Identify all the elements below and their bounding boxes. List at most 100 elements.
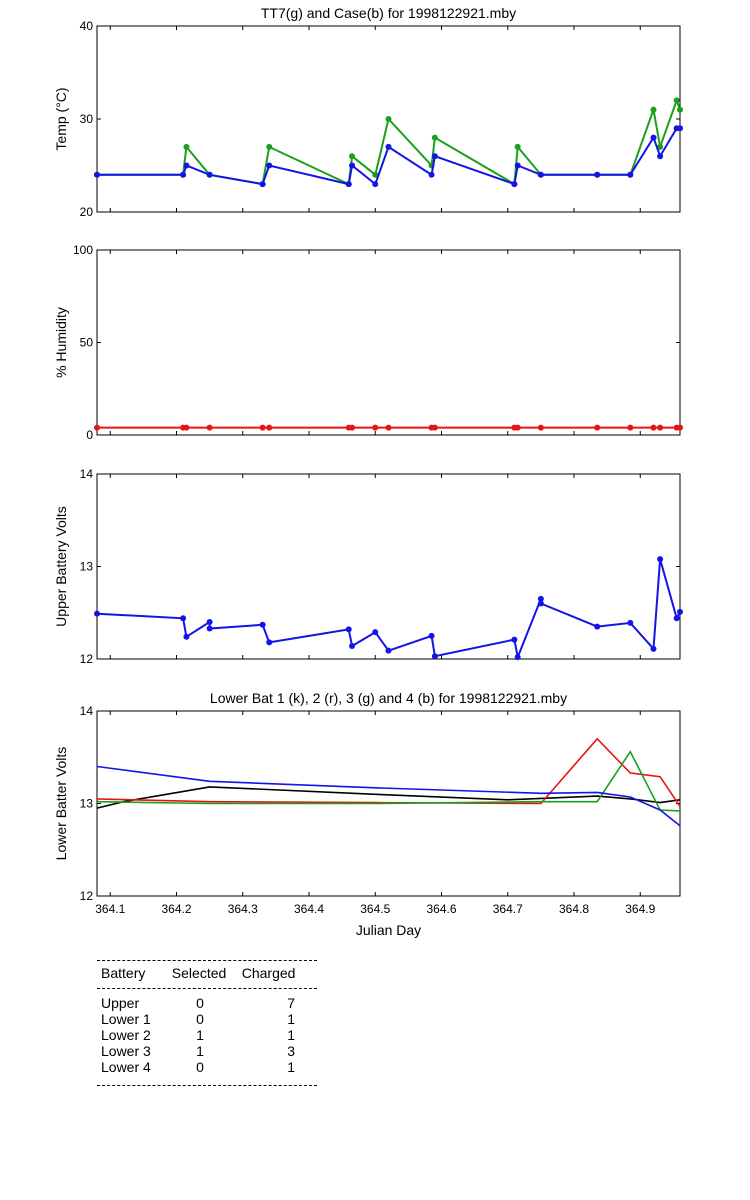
- y-tick-label: 13: [80, 797, 94, 811]
- data-point: [511, 181, 518, 188]
- table-row: Upper 0 7: [97, 995, 317, 1011]
- data-point: [657, 556, 664, 563]
- data-point: [657, 424, 664, 431]
- x-tick-label: 364.9: [625, 902, 655, 916]
- data-point: [431, 153, 438, 160]
- data-point: [183, 143, 190, 150]
- data-point: [183, 633, 190, 640]
- data-point: [650, 106, 657, 113]
- x-tick-label: 364.4: [294, 902, 324, 916]
- data-point: [514, 654, 521, 661]
- battery-selected: 0: [196, 1059, 204, 1075]
- data-point: [673, 615, 680, 622]
- x-tick-label: 364.3: [228, 902, 258, 916]
- chart-title: TT7(g) and Case(b) for 1998122921.mby: [261, 5, 516, 21]
- battery-charged: 1: [287, 1059, 295, 1075]
- y-tick-label: 50: [80, 336, 94, 350]
- data-point: [259, 424, 266, 431]
- data-point: [650, 424, 657, 431]
- battery-selected: 0: [196, 1011, 204, 1027]
- y-tick-label: 100: [73, 243, 93, 257]
- header-selected: Selected: [171, 965, 227, 981]
- data-point: [349, 643, 356, 650]
- data-point: [627, 171, 634, 178]
- data-point: [431, 424, 438, 431]
- data-point: [677, 608, 683, 615]
- battery-name: Lower 2: [101, 1027, 151, 1043]
- data-point: [514, 143, 521, 150]
- data-point: [514, 424, 521, 431]
- data-point: [594, 623, 601, 630]
- battery-charged: 7: [287, 995, 295, 1011]
- data-point: [349, 162, 356, 169]
- data-point: [428, 632, 435, 639]
- data-point: [206, 424, 213, 431]
- data-point: [206, 171, 213, 178]
- x-tick-label: 364.6: [426, 902, 456, 916]
- header-battery: Battery: [101, 965, 146, 981]
- data-point: [349, 153, 356, 160]
- chart-figure: TT7(g) and Case(b) for 1998122921.mby 20 3…: [53, 5, 683, 938]
- data-point: [677, 424, 683, 431]
- data-point: [94, 424, 100, 431]
- data-point: [259, 621, 266, 628]
- data-point: [385, 647, 392, 654]
- data-point: [180, 171, 187, 178]
- battery-selected: 0: [196, 995, 204, 1011]
- data-point: [206, 625, 213, 632]
- table-header-rule: [97, 988, 317, 989]
- data-point: [537, 600, 544, 607]
- y-tick-label: 13: [80, 560, 94, 574]
- data-point: [183, 424, 190, 431]
- table-row: Lower 3 1 3: [97, 1043, 317, 1059]
- battery-charged: 3: [287, 1043, 295, 1059]
- y-tick-label: 12: [80, 889, 94, 903]
- data-point: [677, 106, 683, 113]
- x-tick-label: 364.2: [161, 902, 191, 916]
- y-tick-label: 20: [80, 205, 94, 219]
- data-point: [385, 424, 392, 431]
- data-point: [94, 171, 100, 178]
- table-row: Lower 1 0 1: [97, 1011, 317, 1027]
- data-point: [431, 653, 438, 660]
- x-tick-label: 364.5: [360, 902, 390, 916]
- series-line: [96, 750, 681, 812]
- data-point: [94, 610, 100, 617]
- y-tick-label: 12: [80, 652, 94, 666]
- data-point: [627, 424, 634, 431]
- battery-name: Lower 1: [101, 1011, 151, 1027]
- battery-summary-table: Battery Selected Charged Upper 0 7 Lower…: [97, 960, 317, 1086]
- data-point: [537, 424, 544, 431]
- plot-frame: [96, 249, 681, 436]
- data-point: [511, 636, 518, 643]
- data-point: [514, 162, 521, 169]
- battery-selected: 1: [196, 1027, 204, 1043]
- y-tick-label: 30: [80, 112, 94, 126]
- data-point: [594, 424, 601, 431]
- series-line: [96, 737, 681, 807]
- series-line: [96, 786, 681, 809]
- y-axis-title: Upper Battery Volts: [53, 506, 69, 627]
- y-tick-label: 0: [86, 428, 93, 442]
- data-point: [266, 162, 273, 169]
- header-charged: Charged: [241, 965, 296, 981]
- data-point: [385, 143, 392, 150]
- data-point: [266, 143, 273, 150]
- data-point: [372, 171, 379, 178]
- data-point: [345, 181, 352, 188]
- data-point: [537, 595, 544, 602]
- data-point: [537, 171, 544, 178]
- data-point: [385, 116, 392, 122]
- data-point: [677, 125, 683, 132]
- data-point: [345, 626, 352, 633]
- x-tick-label: 364.1: [95, 902, 125, 916]
- data-point: [183, 162, 190, 169]
- x-tick-label: 364.8: [559, 902, 589, 916]
- data-point: [206, 619, 213, 625]
- battery-name: Lower 4: [101, 1059, 151, 1075]
- y-tick-label: 14: [80, 467, 94, 481]
- y-tick-label: 40: [80, 19, 94, 33]
- data-point: [349, 424, 356, 431]
- battery-charged: 1: [287, 1027, 295, 1043]
- data-point: [266, 424, 273, 431]
